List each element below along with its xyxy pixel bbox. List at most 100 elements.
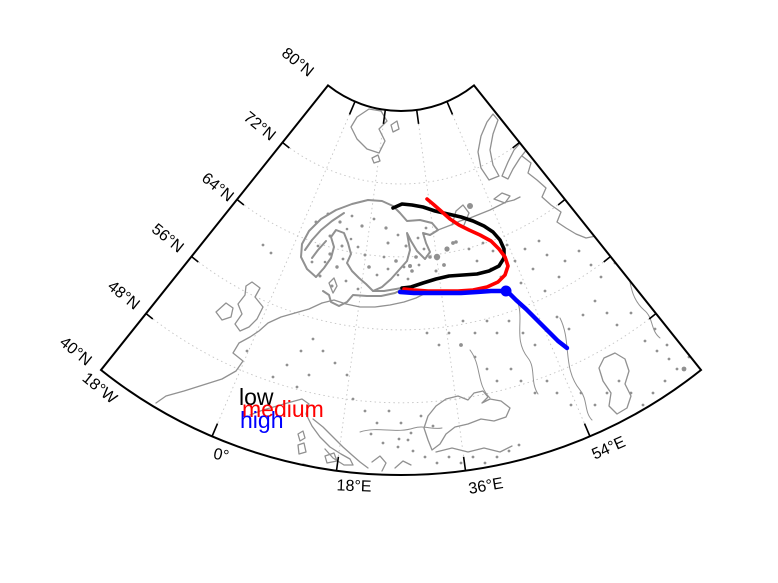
lake-dot [671,297,675,301]
lake-dot [414,255,418,259]
lake-dot [310,260,314,264]
lake-dot [326,212,330,216]
lake-dot [431,424,435,428]
lake-dot [271,375,275,379]
lakes-dots [245,203,691,465]
lake-dot [433,253,441,261]
lake-dot [665,343,669,347]
lake-dot [495,455,499,459]
lake-dot [605,391,609,395]
lake-dot [491,249,495,253]
lake-dot [367,265,371,269]
lake-dot [581,313,585,317]
lake-dot [663,379,667,383]
lake-dot [643,339,647,343]
lake-dot [677,331,681,335]
lake-dot [387,409,391,413]
lake-dot [589,263,593,267]
lake-dot [543,289,547,293]
lake-dot [402,265,406,269]
lake-dot [321,349,325,353]
lake-dot [481,241,485,245]
lake-dot [495,331,499,335]
lake-dot [406,277,410,281]
lake-dot [485,319,489,323]
lake-dot [615,323,619,327]
lake-dot [653,327,657,331]
lake-dot [410,269,414,273]
lake-dot [363,409,367,413]
lake-dot [411,449,415,453]
lake-dot [629,311,633,315]
lake-dot [394,259,398,263]
lake-dot [454,240,458,244]
lake-dot [475,259,479,263]
lake-dot [311,337,315,341]
lake-dot [563,259,567,263]
lake-dot [399,421,403,425]
lake-dot [269,251,273,255]
lake-dot [555,391,559,395]
lake-dot [351,397,355,401]
lake-dot [473,331,477,335]
lake-dot [519,281,523,285]
lake-dot [333,361,337,365]
lake-dot [537,239,541,243]
trajectory-low [391,202,506,290]
lake-dot [545,379,549,383]
lake-dot [375,421,379,425]
trajectories [391,197,570,351]
lake-dot [344,279,348,283]
lake-dot [605,311,609,315]
lake-dot [579,391,583,395]
lake-dot [483,461,487,465]
lake-dot [467,247,471,251]
trajectory-high-marker [500,285,512,297]
lake-dot [396,233,400,237]
lake-dot [369,432,373,436]
lake-dot [416,236,420,240]
lake-dot [360,224,364,228]
lake-dot [323,260,327,264]
lake-dot [314,220,318,224]
legend-item-high: high [240,407,284,433]
lake-dot [495,379,499,383]
lake-dot [341,257,345,261]
lake-dot [396,273,400,277]
lake-dot [533,343,537,347]
lake-dot [442,263,446,267]
lake-dot [533,391,537,395]
lake-dot [649,273,653,277]
lake-dot [316,244,320,248]
lake-dot [637,285,641,289]
lake-dot [437,343,441,347]
lake-dot [519,379,523,383]
lake-dot [629,391,633,395]
lake-dot [356,245,360,249]
lake-dot [245,349,249,353]
lake-dot [667,357,671,361]
lake-dot [261,243,265,247]
lake-dot [285,363,289,367]
lake-dot [397,437,401,441]
lake-dot [599,275,603,279]
lake-dot [396,445,400,449]
lake-dot [593,403,597,407]
lake-dot [428,255,432,259]
lake-dot [330,284,334,288]
lake-dot [423,455,427,459]
lake-dot [545,253,549,257]
lake-dot [345,373,349,377]
lake-dot [404,244,408,248]
lake-dot [507,449,511,453]
lake-dot [386,241,390,245]
lake-dot [422,247,426,251]
lake-dot [434,269,438,273]
lake-dot [447,455,451,459]
lon-label-18e: 18°E [336,477,372,496]
lake-dot [345,227,349,231]
lake-dot [408,264,412,268]
lake-dot [467,203,473,209]
lake-dot [509,367,513,371]
lake-dot [505,243,509,247]
